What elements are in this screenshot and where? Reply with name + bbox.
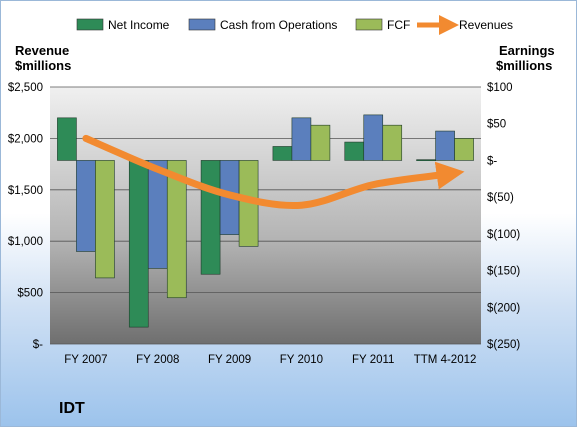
bar-net-income <box>57 117 77 161</box>
right-tick-label: $100 <box>487 82 513 94</box>
revenue-line-group <box>82 134 465 210</box>
left-axis-title-line2: $millions <box>15 58 71 73</box>
x-tick-label: FY 2010 <box>280 354 323 366</box>
left-tick-label: $2,000 <box>8 133 43 145</box>
right-tick-label: $- <box>487 155 497 167</box>
bar-fcf <box>166 160 187 299</box>
plot-area <box>50 87 481 344</box>
bar-fcf <box>454 138 474 161</box>
legend-swatch-cash-from-operations <box>188 18 216 31</box>
bar-fcf <box>310 124 331 161</box>
legend-swatch-fcf <box>355 18 383 31</box>
left-tick-label: $500 <box>17 288 43 300</box>
bar-net-income <box>416 159 436 161</box>
bar-net-income <box>128 160 149 328</box>
gridlines <box>50 86 481 345</box>
x-tick-label: FY 2008 <box>136 354 179 366</box>
bar-net-income <box>344 141 365 161</box>
bar-cash-from-operations <box>291 117 312 161</box>
bar-cash-from-operations <box>76 160 96 252</box>
x-tick-label: FY 2007 <box>64 354 107 366</box>
legend-label: Net Income <box>108 18 170 32</box>
right-axis-title-line2: $millions <box>496 58 552 73</box>
right-tick-label: $(200) <box>487 302 520 314</box>
x-tick-label: TTM 4-2012 <box>414 354 477 366</box>
chart-title: IDT <box>59 400 85 417</box>
x-tick-label: FY 2011 <box>352 354 394 366</box>
right-tick-label: $(100) <box>487 229 520 241</box>
right-tick-label: $(250) <box>487 339 520 351</box>
right-tick-label: $(150) <box>487 266 520 278</box>
bar-fcf <box>382 124 403 161</box>
right-tick-label: $(50) <box>487 192 514 204</box>
x-tick-label: FY 2009 <box>208 354 251 366</box>
bar-net-income <box>200 160 221 275</box>
legend-label: FCF <box>387 18 410 32</box>
left-tick-label: $2,500 <box>8 82 43 94</box>
bar-cash-from-operations <box>363 114 384 161</box>
bar-cash-from-operations <box>435 130 455 161</box>
right-tick-label: $50 <box>487 119 506 131</box>
bar-cash-from-operations <box>147 160 168 269</box>
bars-group <box>57 114 474 328</box>
tick-labels: $- $500 $1,000 $1,500 $2,000 $2,500 $(250) $(20… <box>8 82 521 366</box>
right-axis-title-line1: Earnings <box>499 43 555 58</box>
left-tick-label: $1,000 <box>8 236 43 248</box>
left-tick-label: $1,500 <box>8 185 43 197</box>
left-axis-title-line1: Revenue <box>15 43 69 58</box>
bar-net-income <box>272 146 293 161</box>
legend: Net Income Cash from Operations FCF Revenue… <box>76 15 513 35</box>
legend-swatch-net-income <box>76 18 104 31</box>
left-tick-label: $- <box>33 339 43 351</box>
legend-label: Cash from Operations <box>220 18 337 32</box>
revenue-line <box>82 134 465 210</box>
bar-fcf <box>95 160 115 279</box>
legend-label: Revenues <box>459 18 513 32</box>
